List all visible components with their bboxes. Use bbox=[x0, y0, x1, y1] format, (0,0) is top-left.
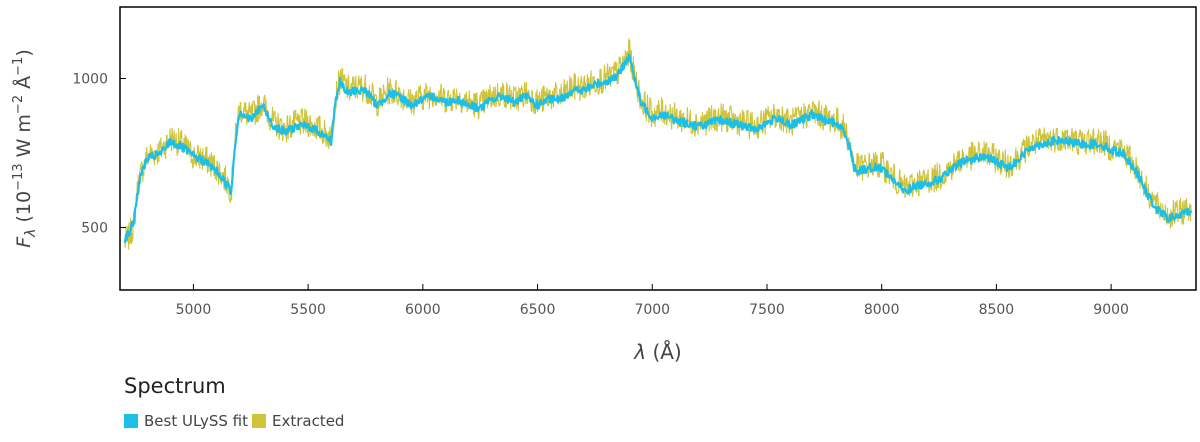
legend-swatch-extracted bbox=[251, 414, 266, 428]
series-line-fit bbox=[123, 53, 1193, 244]
x-tick-label: 9000 bbox=[1093, 302, 1129, 318]
legend-title: Spectrum bbox=[124, 374, 226, 398]
x-axis-label: λ (Å) bbox=[633, 340, 682, 364]
y-tick-label: 500 bbox=[81, 220, 108, 236]
series-line-extracted bbox=[124, 38, 1192, 250]
x-tick-label: 5500 bbox=[290, 302, 326, 318]
legend-swatch-fit bbox=[124, 414, 138, 428]
legend-item-fit: Best ULySS fit bbox=[124, 412, 248, 430]
x-tick-label: 7500 bbox=[749, 302, 785, 318]
x-tick-label: 6000 bbox=[405, 302, 441, 318]
x-tick-label: 6500 bbox=[520, 302, 556, 318]
legend-item-extracted: Extracted bbox=[251, 412, 345, 430]
legend-label-extracted: Extracted bbox=[271, 412, 345, 430]
legend: Spectrum Best ULySS fit Extracted bbox=[124, 374, 348, 430]
plot-frame bbox=[119, 6, 1197, 291]
y-axis-label: Fλ (10−13 W m−2 Å−1) bbox=[11, 49, 39, 248]
x-tick-label: 7000 bbox=[634, 302, 670, 318]
legend-label-fit: Best ULySS fit bbox=[144, 412, 248, 430]
y-tick-label: 1000 bbox=[72, 71, 108, 87]
x-tick-label: 8000 bbox=[864, 302, 900, 318]
x-tick-label: 5000 bbox=[176, 302, 212, 318]
x-tick-label: 8500 bbox=[979, 302, 1015, 318]
